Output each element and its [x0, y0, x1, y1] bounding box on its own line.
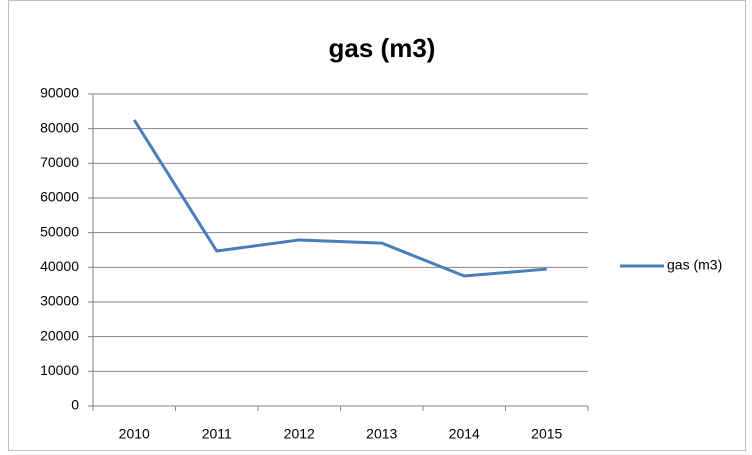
y-tick-label: 60000 — [40, 189, 79, 205]
chart-frame — [8, 0, 746, 451]
x-tick-label: 2012 — [284, 426, 315, 442]
y-tick-label: 80000 — [40, 119, 79, 135]
x-tick-label: 2013 — [366, 426, 397, 442]
y-tick-label: 90000 — [40, 85, 79, 101]
y-tick-label: 70000 — [40, 154, 79, 170]
series-line — [132, 119, 547, 278]
x-tick-label: 2014 — [449, 426, 480, 442]
y-tick-label: 30000 — [40, 293, 79, 309]
y-tick-label: 0 — [71, 397, 79, 413]
legend-label: gas (m3) — [667, 257, 722, 273]
x-tick-label: 2010 — [119, 426, 150, 442]
y-tick-label: 40000 — [40, 258, 79, 274]
x-tick-label: 2011 — [202, 426, 232, 442]
y-tick-label: 10000 — [40, 362, 79, 378]
x-tick-label: 2015 — [531, 426, 562, 442]
chart-title: gas (m3) — [329, 33, 436, 63]
y-tick-label: 50000 — [40, 223, 79, 239]
y-tick-label: 20000 — [40, 327, 79, 343]
